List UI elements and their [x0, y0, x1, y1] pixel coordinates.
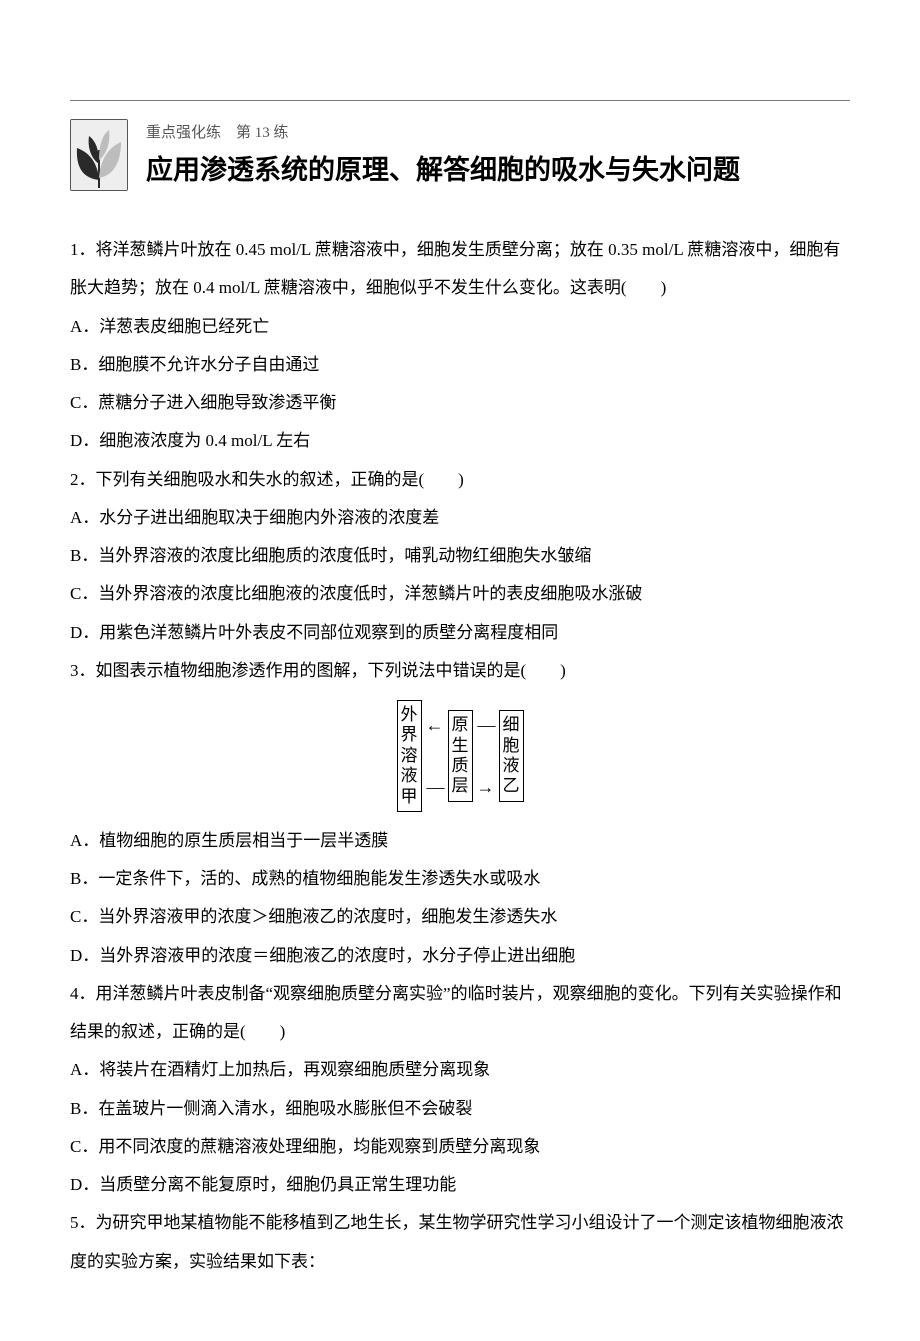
q-number: 5	[70, 1213, 79, 1232]
option-d: D．细胞液浓度为 0.4 mol/L 左右	[70, 422, 850, 460]
option-b: B．细胞膜不允许水分子自由通过	[70, 346, 850, 384]
osmosis-diagram: 外界溶液甲 ← — 原生质层 — → 细胞液乙	[70, 700, 850, 812]
diagram-arrows-right: — →	[477, 716, 495, 796]
option-b: B．一定条件下，活的、成熟的植物细胞能发生渗透失水或吸水	[70, 860, 850, 898]
question-stem: 2．下列有关细胞吸水和失水的叙述，正确的是( )	[70, 461, 850, 499]
dash-line-icon: —	[478, 716, 494, 734]
option-c: C．用不同浓度的蔗糖溶液处理细胞，均能观察到质壁分离现象	[70, 1128, 850, 1166]
option-c: C．当外界溶液的浓度比细胞液的浓度低时，洋葱鳞片叶的表皮细胞吸水涨破	[70, 575, 850, 613]
q-number: 2	[70, 470, 79, 489]
top-rule	[70, 100, 850, 101]
option-b: B．在盖玻片一侧滴入清水，细胞吸水膨胀但不会破裂	[70, 1090, 850, 1128]
q-number: 1	[70, 240, 79, 259]
option-a: A．将装片在酒精灯上加热后，再观察细胞质壁分离现象	[70, 1051, 850, 1089]
question-3: 3．如图表示植物细胞渗透作用的图解，下列说法中错误的是( ) 外界溶液甲 ← —…	[70, 652, 850, 975]
question-stem: 5．为研究甲地某植物能不能移植到乙地生长，某生物学研究性学习小组设计了一个测定该…	[70, 1204, 850, 1281]
page-title: 应用渗透系统的原理、解答细胞的吸水与失水问题	[146, 148, 740, 187]
option-c: C．蔗糖分子进入细胞导致渗透平衡	[70, 384, 850, 422]
dash-line-icon: —	[427, 778, 443, 796]
diagram-box-protoplast: 原生质层	[448, 710, 473, 802]
option-b: B．当外界溶液的浓度比细胞质的浓度低时，哺乳动物红细胞失水皱缩	[70, 537, 850, 575]
option-a: A．洋葱表皮细胞已经死亡	[70, 308, 850, 346]
leaf-plant-icon	[70, 119, 128, 191]
option-a: A．植物细胞的原生质层相当于一层半透膜	[70, 822, 850, 860]
arrow-left-icon: ←	[426, 716, 444, 734]
question-1: 1．将洋葱鳞片叶放在 0.45 mol/L 蔗糖溶液中，细胞发生质壁分离；放在 …	[70, 231, 850, 461]
page: 重点强化练 第 13 练 应用渗透系统的原理、解答细胞的吸水与失水问题 1．将洋…	[0, 0, 920, 1341]
arrow-right-icon: →	[477, 778, 495, 796]
question-5: 5．为研究甲地某植物能不能移植到乙地生长，某生物学研究性学习小组设计了一个测定该…	[70, 1204, 850, 1281]
option-d: D．当质壁分离不能复原时，细胞仍具正常生理功能	[70, 1166, 850, 1204]
question-stem: 1．将洋葱鳞片叶放在 0.45 mol/L 蔗糖溶液中，细胞发生质壁分离；放在 …	[70, 231, 850, 308]
option-d: D．当外界溶液甲的浓度＝细胞液乙的浓度时，水分子停止进出细胞	[70, 937, 850, 975]
header-texts: 重点强化练 第 13 练 应用渗透系统的原理、解答细胞的吸水与失水问题	[128, 119, 740, 187]
q-number: 3	[70, 661, 79, 680]
option-a: A．水分子进出细胞取决于细胞内外溶液的浓度差	[70, 499, 850, 537]
question-4: 4．用洋葱鳞片叶表皮制备“观察细胞质壁分离实验”的临时装片，观察细胞的变化。下列…	[70, 975, 850, 1205]
diagram-arrows-left: ← —	[426, 716, 444, 796]
diagram-box-cell-sap: 细胞液乙	[499, 710, 524, 802]
question-stem: 3．如图表示植物细胞渗透作用的图解，下列说法中错误的是( )	[70, 652, 850, 690]
header: 重点强化练 第 13 练 应用渗透系统的原理、解答细胞的吸水与失水问题	[70, 119, 850, 191]
diagram-box-external-solution: 外界溶液甲	[397, 700, 422, 812]
option-d: D．用紫色洋葱鳞片叶外表皮不同部位观察到的质壁分离程度相同	[70, 614, 850, 652]
question-2: 2．下列有关细胞吸水和失水的叙述，正确的是( ) A．水分子进出细胞取决于细胞内…	[70, 461, 850, 652]
question-stem: 4．用洋葱鳞片叶表皮制备“观察细胞质壁分离实验”的临时装片，观察细胞的变化。下列…	[70, 975, 850, 1052]
header-sub-label: 重点强化练 第 13 练	[146, 121, 740, 142]
option-c: C．当外界溶液甲的浓度＞细胞液乙的浓度时，细胞发生渗透失水	[70, 898, 850, 936]
q-number: 4	[70, 984, 79, 1003]
